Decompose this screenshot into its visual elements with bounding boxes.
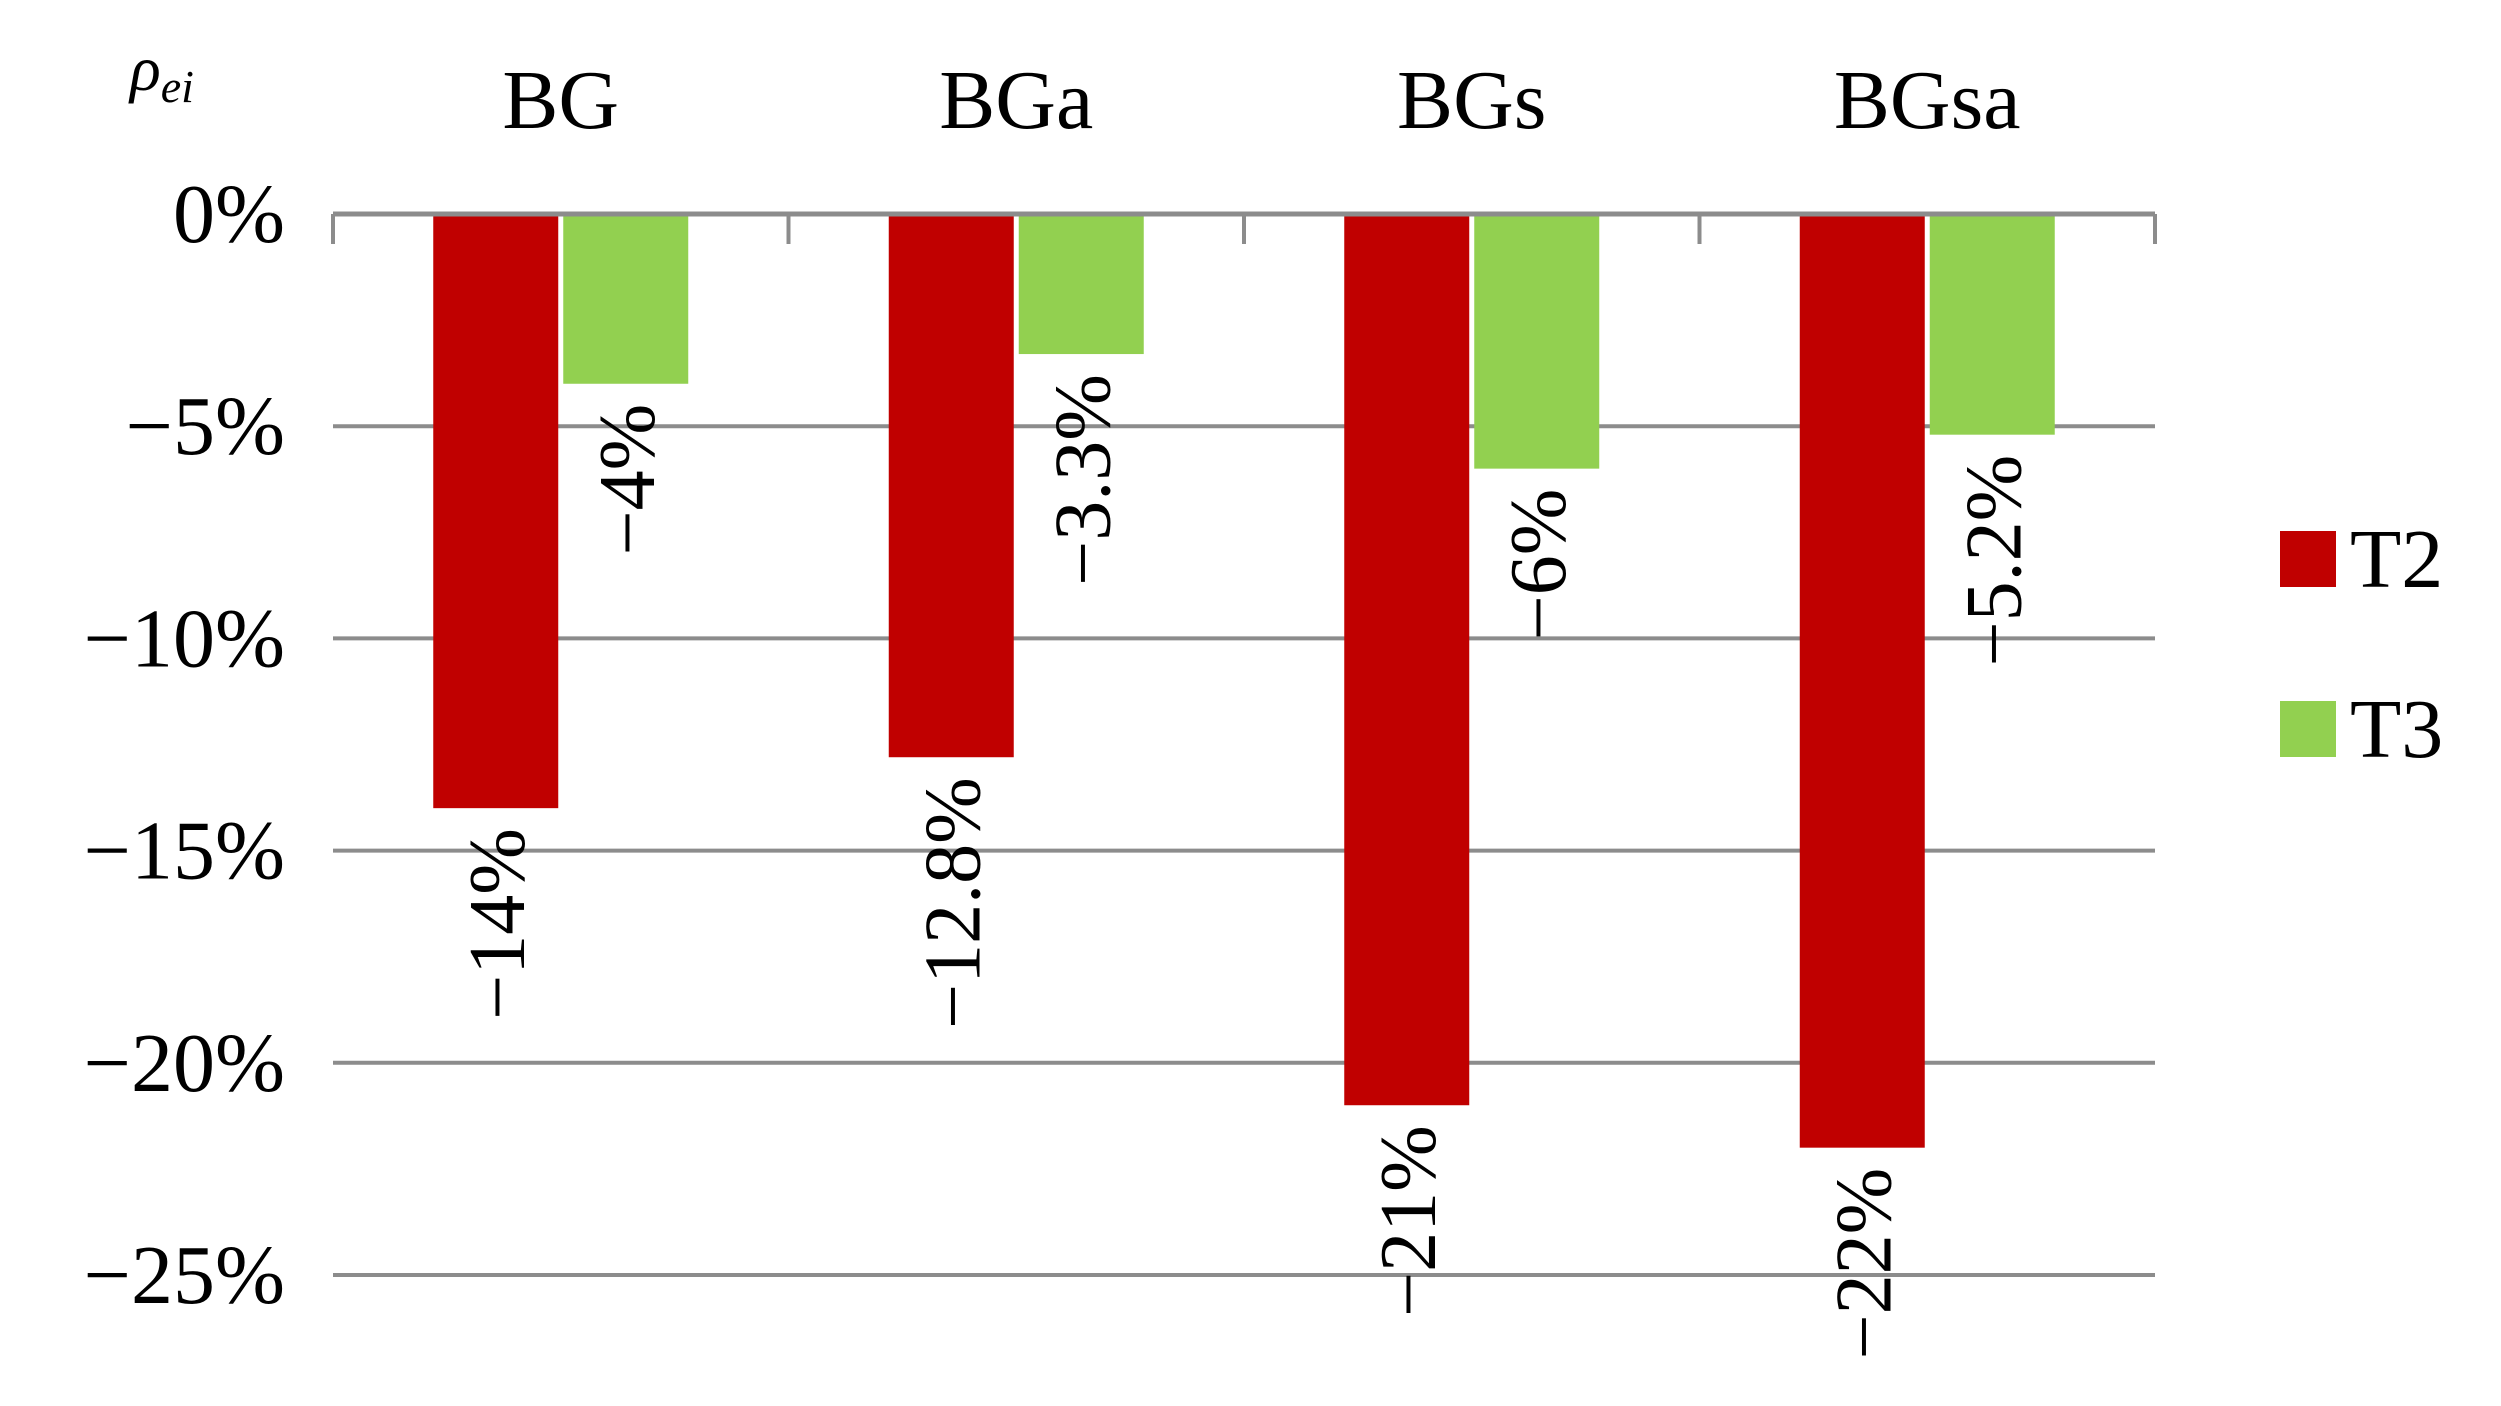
y-tick-label: −15% (84, 805, 285, 898)
data-labels: −14% −12.8% −21% −22% −4% −3.3% −6% −5.2% (454, 374, 2039, 1359)
data-label: −4% (584, 404, 672, 556)
y-tick-label: −20% (84, 1017, 285, 1110)
data-label: −12.8% (909, 777, 997, 1029)
y-axis-label-subscript: ei (161, 61, 194, 112)
y-axis-label-symbol: ρ (128, 33, 161, 104)
bar-t3-bgs (1474, 214, 1600, 469)
category-label: BGs (1397, 54, 1546, 147)
data-label: −14% (454, 828, 542, 1020)
legend-label: T2 (2350, 513, 2443, 606)
bar-t2-bga (888, 214, 1014, 758)
category-label: BGsa (1834, 54, 2021, 147)
legend-swatch-t3 (2280, 701, 2336, 757)
y-tick-label: −25% (84, 1229, 285, 1322)
bars (433, 214, 2055, 1148)
axis (331, 211, 2157, 244)
y-axis-label: ρei (128, 33, 194, 112)
bar-t3-bga (1018, 214, 1144, 355)
y-axis-ticks: 0% −5% −10% −15% −20% −25% (84, 168, 285, 1322)
legend-label: T3 (2350, 683, 2443, 776)
bar-t3-bgsa (1929, 214, 2055, 435)
y-tick-label: 0% (173, 168, 285, 261)
bar-t3-bg (563, 214, 689, 384)
data-label: −21% (1365, 1125, 1453, 1317)
category-labels: BG BGa BGs BGsa (502, 54, 2020, 147)
data-label: −6% (1495, 489, 1583, 641)
bar-t2-bgsa (1799, 214, 1925, 1148)
legend-swatch-t2 (2280, 531, 2336, 587)
legend: T2 T3 (2280, 513, 2443, 776)
data-label: −3.3% (1039, 374, 1127, 586)
data-label: −22% (1820, 1168, 1908, 1360)
y-tick-label: −5% (126, 380, 285, 473)
category-label: BG (502, 54, 619, 147)
bar-t2-bg (433, 214, 559, 809)
data-label: −5.2% (1950, 455, 2038, 667)
category-label: BGa (939, 54, 1093, 147)
y-tick-label: −10% (84, 592, 285, 685)
bar-t2-bgs (1344, 214, 1470, 1106)
